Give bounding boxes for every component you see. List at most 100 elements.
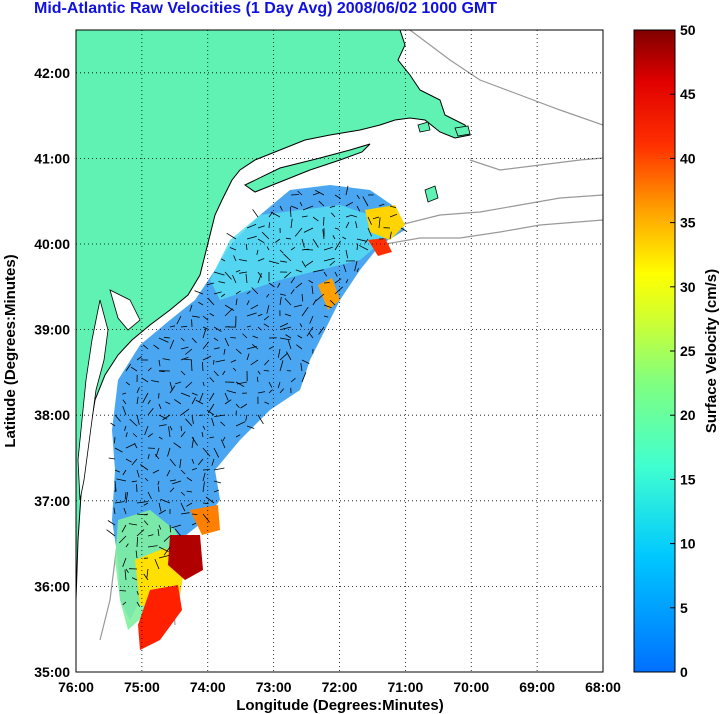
velocity-vector <box>122 399 127 405</box>
colorbar-tick-label: 25 <box>680 343 696 359</box>
velocity-vector <box>257 370 261 375</box>
velocity-vector <box>166 469 171 477</box>
velocity-vector <box>191 397 196 405</box>
velocity-vector <box>306 326 314 337</box>
delaware-bay <box>109 289 141 331</box>
velocity-vector <box>224 399 232 405</box>
velocity-vector <box>114 480 117 492</box>
velocity-vector <box>180 346 189 350</box>
velocity-vector <box>295 282 303 289</box>
velocity-vector <box>176 315 182 325</box>
velocity-vector <box>169 524 171 533</box>
velocity-vector <box>308 332 314 339</box>
velocity-vector <box>334 286 344 295</box>
velocity-vector <box>315 293 325 302</box>
velocity-vector <box>233 367 237 372</box>
velocity-vector <box>220 421 226 427</box>
velocity-vector <box>202 502 209 505</box>
velocity-vector <box>222 436 226 442</box>
velocity-vector <box>121 524 127 533</box>
velocity-vector <box>125 381 130 386</box>
colorbar-label: Surface Velocity (cm/s) <box>703 269 720 433</box>
velocity-vector <box>293 304 303 308</box>
velocity-vector <box>116 478 127 482</box>
velocity-vector <box>202 381 205 387</box>
velocity-vector <box>191 315 200 318</box>
velocity-vector <box>169 325 176 328</box>
velocity-vector <box>158 524 162 530</box>
x-tick-label: 68:00 <box>585 679 621 695</box>
colorbar <box>633 29 676 673</box>
velocity-vector <box>136 601 141 607</box>
velocity-vector <box>277 348 281 358</box>
velocity-vector <box>169 458 176 467</box>
velocity-vector <box>122 405 127 416</box>
velocity-vector <box>147 545 158 548</box>
velocity-vector <box>263 323 270 328</box>
x-tick-label: 75:00 <box>124 679 160 695</box>
velocity-vector <box>345 201 354 207</box>
velocity-vector <box>290 377 296 383</box>
x-tick-label: 69:00 <box>519 679 555 695</box>
velocity-vector <box>122 601 127 606</box>
velocity-vector <box>279 337 291 341</box>
velocity-vector <box>195 399 204 405</box>
x-tick-label: 76:00 <box>58 679 94 695</box>
velocity-vector <box>106 529 116 537</box>
velocity-vector <box>283 253 292 262</box>
y-axis-label: Latitude (Degrees:Minutes) <box>2 254 19 447</box>
velocity-vector <box>136 414 140 425</box>
velocity-vector <box>158 436 163 440</box>
velocity-vector <box>367 216 372 225</box>
y-tick-label: 38:00 <box>34 407 70 423</box>
velocity-vector <box>290 194 299 196</box>
velocity-vector <box>136 396 139 405</box>
velocity-vector <box>162 358 171 361</box>
velocity-vector <box>202 315 209 321</box>
velocity-vector <box>299 201 303 207</box>
velocity-vector <box>143 513 149 516</box>
velocity-vector <box>290 205 299 210</box>
velocity-vector <box>257 414 264 425</box>
velocity-vector <box>230 359 237 363</box>
x-tick-label: 71:00 <box>387 679 423 695</box>
velocity-vector <box>329 300 336 306</box>
velocity-vector <box>157 529 160 537</box>
velocity-vector <box>206 409 215 416</box>
velocity-vector <box>246 312 257 317</box>
velocity-vector <box>239 271 248 274</box>
velocity-vector <box>213 337 219 342</box>
velocity-vector <box>378 203 385 207</box>
velocity-vector <box>301 238 305 248</box>
velocity-vector <box>323 271 328 277</box>
velocity-vector <box>301 359 310 364</box>
velocity-vector <box>285 334 292 339</box>
velocity-vector <box>168 426 171 438</box>
colorbar-tick-label: 30 <box>680 279 696 295</box>
colorbar-tick-label: 20 <box>680 407 696 423</box>
velocity-vector <box>180 425 182 432</box>
velocity-vector <box>198 301 204 306</box>
velocity-vector <box>202 425 206 430</box>
velocity-vector <box>256 376 259 383</box>
velocity-vector <box>180 325 188 328</box>
velocity-vector <box>309 315 314 324</box>
velocity-vector <box>114 469 120 473</box>
colorbar-tick-label: 40 <box>680 150 696 166</box>
velocity-vector <box>300 363 303 372</box>
velocity-vector <box>257 271 263 278</box>
velocity-vector <box>174 399 182 405</box>
velocity-vector <box>323 246 333 251</box>
velocity-vector <box>191 436 198 446</box>
velocity-vector <box>230 337 237 339</box>
y-tick-label: 41:00 <box>34 150 70 166</box>
velocity-vector <box>218 281 226 284</box>
velocity-vector <box>303 227 314 233</box>
x-tick-labels: 76:00 75:00 74:00 73:00 72:00 71:00 70:00 69:00… <box>58 679 621 695</box>
velocity-vector <box>277 381 281 389</box>
velocity-vector <box>147 399 151 405</box>
velocity-vector <box>171 524 182 529</box>
velocity-vector <box>191 467 198 471</box>
velocity-vector <box>132 433 138 438</box>
